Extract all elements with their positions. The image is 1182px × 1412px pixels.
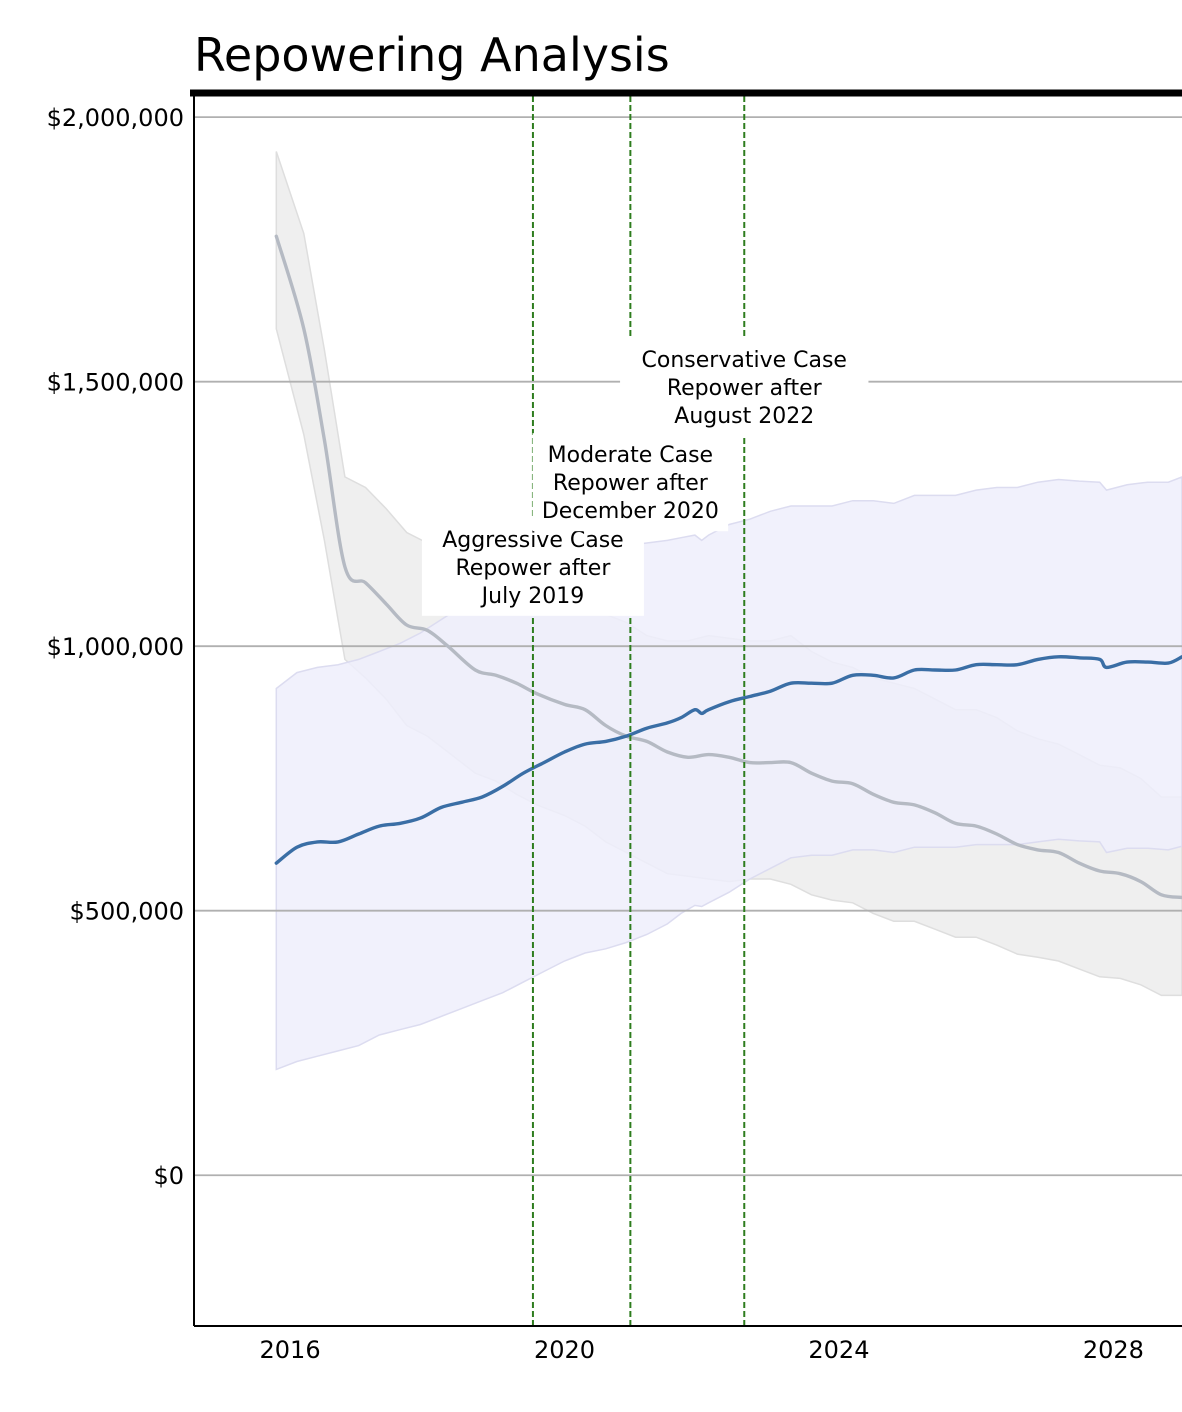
annotation-label: July 2019: [480, 584, 585, 609]
annotation-label: Moderate Case: [548, 443, 713, 468]
annotation-box: [532, 433, 729, 532]
confidence-bands: [275, 151, 1182, 1071]
y-tick-label: $1,500,000: [47, 369, 184, 397]
repower-markers: Aggressive Case Repower after July 2019 Mod…: [421, 96, 869, 1326]
annotation-box: [421, 517, 644, 616]
annotation-label: Repower after: [667, 376, 823, 401]
annotation-box: [620, 337, 869, 436]
annotation-label: Conservative Case: [642, 348, 847, 373]
tick-labels: $2,000,000 $1,500,000 $1,000,000 $500,000 $0…: [47, 104, 1144, 1364]
x-tick-label: 2024: [808, 1336, 869, 1364]
y-tick-label: $2,000,000: [47, 104, 184, 132]
x-tick-label: 2020: [534, 1336, 595, 1364]
x-tick-label: 2028: [1083, 1336, 1144, 1364]
x-tick-label: 2016: [260, 1336, 321, 1364]
annotation-label: Repower after: [456, 556, 612, 581]
axes: [190, 89, 1182, 1327]
y-tick-label: $0: [153, 1162, 184, 1190]
y-tick-label: $500,000: [69, 898, 184, 926]
annotation-label: December 2020: [542, 499, 719, 524]
falling-line: [274, 234, 1182, 900]
annotation-label: Aggressive Case: [442, 528, 624, 553]
chart-title: Repowering Analysis: [194, 28, 670, 82]
annotation-label: August 2022: [674, 404, 814, 429]
annotation-label: Repower after: [553, 471, 709, 496]
rising-line: [274, 655, 1182, 865]
y-tick-label: $1,000,000: [47, 633, 184, 661]
series-lines: [274, 234, 1182, 900]
